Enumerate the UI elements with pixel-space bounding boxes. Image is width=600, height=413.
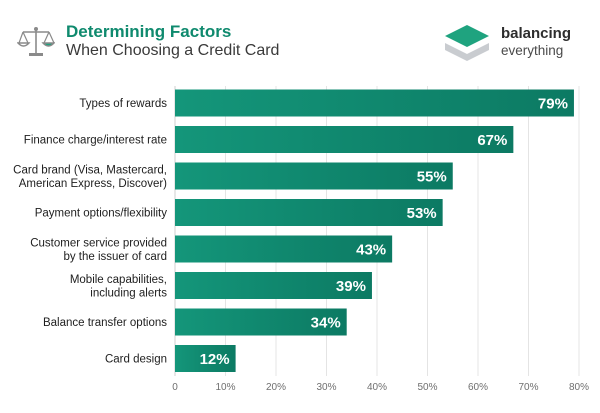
x-tick-label: 40% [367, 382, 387, 393]
bar-value-label: 53% [407, 205, 437, 222]
chart-subtitle: When Choosing a Credit Card [66, 42, 280, 59]
category-label: Card brand (Visa, Mastercard, American Ex… [13, 164, 167, 190]
bar-value-label: 39% [336, 278, 366, 295]
bar [175, 308, 347, 336]
brand-name-line1: balancing [501, 25, 572, 42]
x-tick-label: 30% [316, 382, 336, 393]
category-label: Card design [105, 354, 167, 366]
bar-value-label: 55% [417, 169, 447, 186]
bar-value-label: 79% [538, 96, 568, 113]
chart-header: Determining Factors When Choosing a Cred… [0, 0, 600, 80]
bar-value-label: 34% [311, 315, 341, 332]
category-label: Payment options/flexibility [35, 208, 168, 220]
category-label: Mobile capabilities, including alerts [70, 274, 167, 300]
bar [175, 199, 443, 226]
x-tick-label: 20% [266, 382, 286, 393]
category-label: Customer service provided by the issuer o… [30, 237, 167, 263]
category-labels: Types of rewards Finance charge/interest … [13, 98, 167, 366]
balancing-everything-logo [445, 25, 489, 61]
x-tick-label: 10% [215, 382, 235, 393]
x-axis-ticks: 0 10% 20% 30% 40% 50% 60% 70% 80% [172, 382, 589, 393]
bar [175, 162, 453, 190]
bar [175, 272, 372, 299]
x-tick-label: 50% [417, 382, 437, 393]
x-tick-label: 60% [468, 382, 488, 393]
chart-title: Determining Factors [66, 22, 232, 41]
x-tick-label: 80% [569, 382, 589, 393]
x-tick-label: 0 [172, 382, 178, 393]
bar [175, 89, 574, 117]
bar [175, 345, 236, 372]
category-label: Finance charge/interest rate [24, 135, 167, 147]
bar-value-label: 67% [477, 132, 507, 149]
balance-scale-icon [17, 27, 55, 56]
bar-value-label: 43% [356, 242, 386, 259]
bar-chart: Types of rewards Finance charge/interest … [13, 86, 589, 393]
bar [175, 235, 393, 263]
value-labels: 79% 67% 55% 53% 43% 39% 34% 12% [200, 96, 568, 369]
brand-name-line2: everything [501, 43, 564, 58]
x-tick-label: 70% [518, 382, 538, 393]
chart-bars [175, 89, 574, 372]
bar [175, 126, 514, 153]
category-label: Types of rewards [79, 98, 167, 110]
category-label: Balance transfer options [43, 317, 167, 329]
bar-value-label: 12% [200, 351, 230, 368]
